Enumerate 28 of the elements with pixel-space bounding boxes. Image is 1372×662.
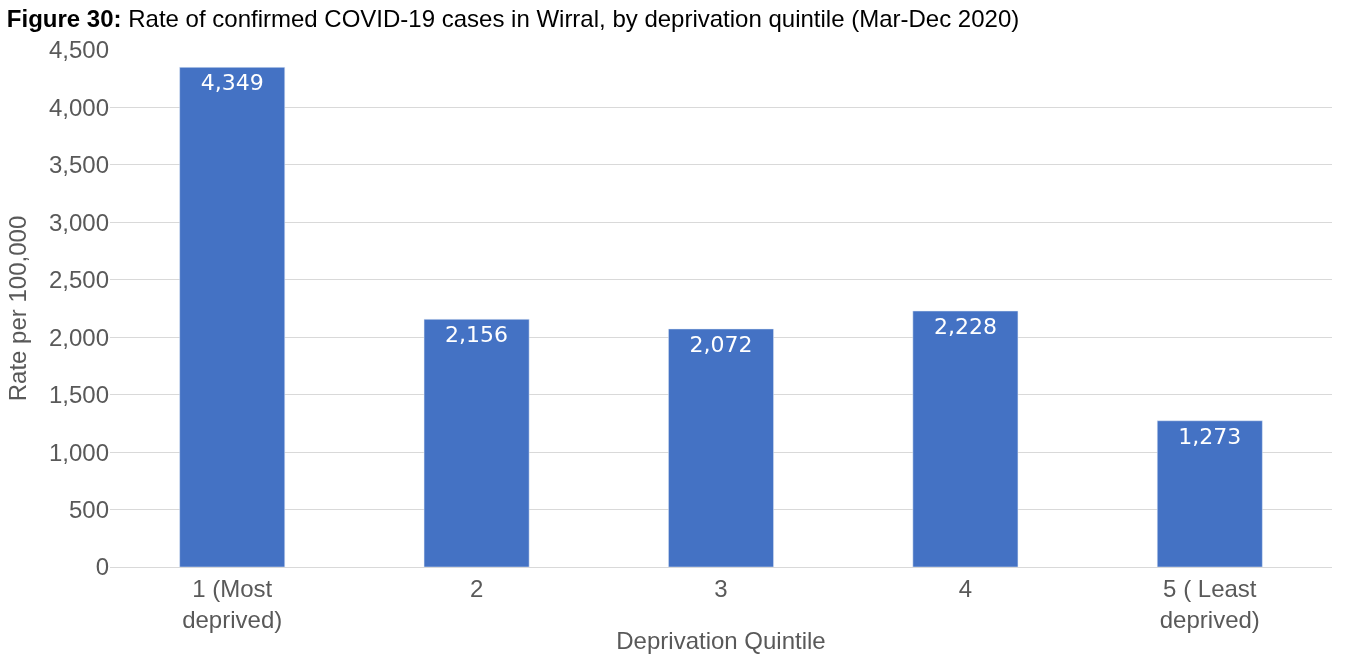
data-label: 2,156 (445, 322, 509, 348)
y-tick-label: 3,000 (48, 208, 109, 236)
y-tick-label: 3,500 (48, 151, 109, 179)
x-tick-label: 1 (Most deprived) (182, 574, 283, 633)
y-tick-label: 1,500 (48, 381, 109, 409)
y-tick-label: 2,500 (48, 266, 109, 294)
x-tick-label: 3 (714, 574, 728, 602)
y-tick-label: 4,500 (48, 36, 109, 64)
y-tick-label: 0 (95, 553, 109, 581)
chart-title: Figure 30: Rate of confirmed COVID-19 cases in Wirral, by deprivation quintile (Mar-Dec 2020) (6, 4, 1020, 32)
bar (668, 328, 774, 567)
bar (1157, 420, 1263, 567)
bar (179, 67, 285, 567)
data-label: 2,228 (933, 314, 997, 340)
data-label: 1,273 (1178, 423, 1242, 449)
x-tick-label: 2 (469, 574, 484, 602)
y-tick-label: 4,000 (48, 93, 109, 121)
y-axis-title: Rate per 100,000 (4, 215, 32, 402)
y-tick-label: 1,000 (48, 438, 109, 466)
y-tick-label: 500 (68, 495, 109, 523)
x-tick-label: 4 (958, 574, 973, 602)
data-label: 2,072 (689, 331, 753, 357)
bar (423, 319, 530, 567)
x-axis-title: Deprivation Quintile (616, 627, 826, 655)
x-tick-label: 5 ( Least deprived) (1159, 574, 1260, 633)
bar (912, 310, 1019, 567)
data-label: 4,349 (200, 70, 264, 96)
y-tick-label: 2,000 (48, 323, 109, 351)
